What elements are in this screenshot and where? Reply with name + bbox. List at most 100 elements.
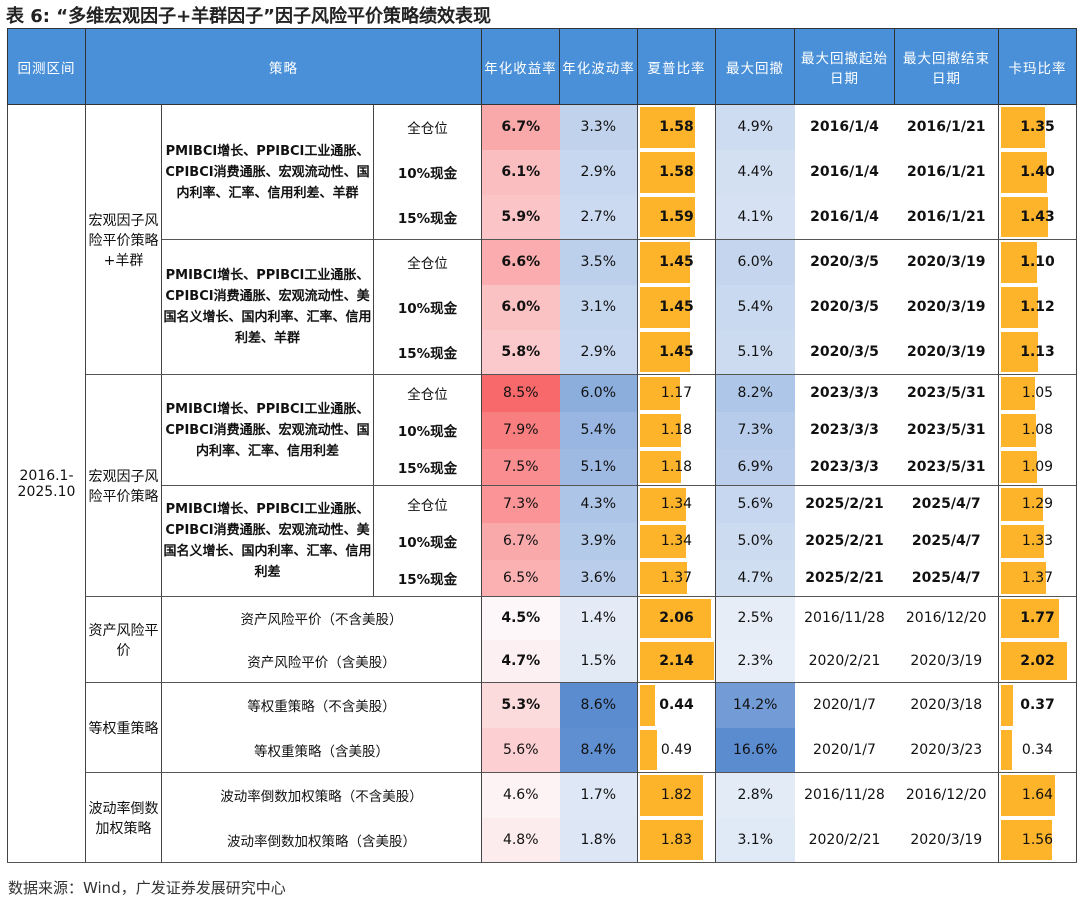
header-sharpe: 夏普比率 <box>637 28 716 105</box>
sharpe-bar <box>640 524 687 558</box>
header-row: 回测区间 策略 年化收益率 年化波动率 夏普比率 最大回撤 最大回撤起始日期 最… <box>7 28 1077 105</box>
calmar-value: 2.02 <box>1020 652 1055 669</box>
header-calmar: 卡玛比率 <box>998 28 1077 105</box>
calmar-cell: 1.12 <box>998 284 1077 330</box>
calmar-value: 1.40 <box>1020 164 1055 180</box>
period-cell: 2016.1-2025.10 <box>7 104 86 863</box>
sharpe-value: 1.45 <box>659 254 694 271</box>
calmar-bar <box>1001 819 1052 860</box>
annual-vol-cell: 4.3% <box>559 485 638 523</box>
calmar-value: 1.13 <box>1020 343 1055 360</box>
sharpe-value: 0.49 <box>660 741 693 758</box>
annual-return-cell: 6.6% <box>481 239 560 285</box>
max-drawdown-cell: 5.1% <box>715 329 795 375</box>
annual-return-cell: 7.5% <box>481 448 560 486</box>
sharpe-cell: 1.45 <box>637 329 716 375</box>
calmar-cell: 2.02 <box>998 639 1077 683</box>
header-dd-start: 最大回撤起始日期 <box>794 28 895 105</box>
sharpe-cell: 0.44 <box>637 682 716 728</box>
max-drawdown-cell: 4.9% <box>715 104 795 150</box>
table-title: 表 6: “多维宏观因子+羊群因子”因子风险平价策略绩效表现 <box>6 6 491 27</box>
calmar-value: 1.56 <box>1021 831 1054 848</box>
calmar-cell: 1.13 <box>998 329 1077 375</box>
max-drawdown-cell: 2.5% <box>715 596 795 640</box>
max-drawdown-cell: 5.6% <box>715 485 795 523</box>
dd-end-cell: 2023/5/31 <box>907 422 986 438</box>
dd-start-cell: 2025/2/21 <box>794 485 895 523</box>
dd-end-cell: 2020/3/19 <box>907 299 986 315</box>
sharpe-value: 1.17 <box>660 385 693 402</box>
position-label: 10%现金 <box>373 149 482 195</box>
annual-vol-cell: 2.7% <box>559 194 638 240</box>
dd-start-cell: 2020/3/5 <box>794 239 895 285</box>
sharpe-bar <box>640 685 656 726</box>
sharpe-bar <box>640 561 688 594</box>
table-row: 资产风险平价 资产风险平价（不含美股） 4.5% 1.4% 2.06 2.5% 2016/1… <box>8 596 1077 683</box>
dd-end-cell: 2025/4/7 <box>911 533 981 549</box>
annual-vol-cell: 1.8% <box>559 817 638 863</box>
calmar-bar <box>1001 488 1044 521</box>
calmar-value: 1.64 <box>1021 787 1054 804</box>
dd-start-cell: 2023/3/3 <box>810 422 879 438</box>
table-row: 资产风险平价（含美股） 4.7% 1.5% 2.14 2.3% 2020/2/21 2020… <box>8 639 1077 683</box>
position-label: 10%现金 <box>373 284 482 330</box>
sharpe-bar <box>640 450 681 483</box>
calmar-cell: 1.10 <box>998 239 1077 285</box>
sharpe-value: 1.82 <box>660 787 693 804</box>
factor-description: PMIBCI增长、PPIBCI工业通胀、CPIBCI消费通胀、宏观流动性、国内利… <box>161 374 374 486</box>
calmar-cell: 1.64 <box>998 772 1077 818</box>
strategy-name: 资产风险平价（含美股） <box>161 639 482 683</box>
factor-description: PMIBCI增长、PPIBCI工业通胀、CPIBCI消费通胀、宏观流动性、美国名… <box>161 239 374 375</box>
dd-end-cell: 2016/1/21 <box>907 164 986 180</box>
dd-start-cell: 2020/1/7 <box>813 741 876 758</box>
position-label: 15%现金 <box>373 448 482 486</box>
dd-start-cell: 2023/3/3 <box>794 374 895 412</box>
max-drawdown-cell: 2.8% <box>715 772 795 818</box>
table-row: 10%现金 6.0% 3.1% 1.45 5.4% 2020/3/5 2020/3/19 1.… <box>8 284 1077 330</box>
sharpe-cell: 1.17 <box>637 374 716 412</box>
header-max-drawdown: 最大回撤 <box>715 28 795 105</box>
annual-return-cell: 6.5% <box>481 559 560 597</box>
position-label: 15%现金 <box>373 559 482 597</box>
calmar-bar <box>1001 685 1014 726</box>
table-row: PMIBCI增长、PPIBCI工业通胀、CPIBCI消费通胀、宏观流动性、美国名… <box>8 239 1077 375</box>
dd-start-cell: 2020/2/21 <box>794 817 895 863</box>
sharpe-cell: 1.82 <box>637 772 716 818</box>
calmar-bar <box>1001 196 1048 237</box>
dd-end-cell: 2020/3/19 <box>910 652 983 669</box>
annual-vol-cell: 5.1% <box>559 448 638 486</box>
sharpe-value: 1.34 <box>660 533 693 549</box>
annual-return-cell: 8.5% <box>481 374 560 412</box>
calmar-cell: 1.33 <box>998 522 1077 560</box>
annual-return-cell: 6.0% <box>481 284 560 330</box>
dd-end-cell: 2023/5/31 <box>894 374 999 412</box>
dd-end-cell: 2020/3/23 <box>910 741 983 758</box>
annual-return-cell: 4.5% <box>481 596 560 640</box>
annual-vol-cell: 2.9% <box>559 149 638 195</box>
sharpe-value: 2.06 <box>659 610 694 627</box>
sharpe-bar <box>640 107 695 148</box>
annual-vol-cell: 3.1% <box>559 284 638 330</box>
dd-end-cell: 2016/1/21 <box>894 104 999 150</box>
sharpe-value: 1.18 <box>660 422 693 438</box>
dd-end-cell: 2020/3/19 <box>907 343 986 360</box>
annual-vol-cell: 2.9% <box>559 329 638 375</box>
dd-start-cell: 2016/11/28 <box>794 596 895 640</box>
annual-return-cell: 5.3% <box>481 682 560 728</box>
sharpe-bar <box>640 196 695 237</box>
sharpe-bar <box>640 819 704 860</box>
table-row: 等权重策略（含美股） 5.6% 8.4% 0.49 16.6% 2020/1/7 2020/… <box>8 727 1077 773</box>
sharpe-value: 1.37 <box>660 569 693 586</box>
annual-return-cell: 7.9% <box>481 411 560 449</box>
calmar-value: 1.08 <box>1021 422 1054 438</box>
strategy-name: 资产风险平价（不含美股） <box>161 596 482 640</box>
annual-return-cell: 6.1% <box>481 149 560 195</box>
strategy-group-label: 宏观因子风险平价策略+羊群 <box>85 104 162 375</box>
calmar-cell: 1.40 <box>998 149 1077 195</box>
position-label: 全仓位 <box>373 485 482 523</box>
calmar-value: 1.05 <box>1021 385 1054 402</box>
sharpe-value: 1.18 <box>660 458 693 475</box>
sharpe-value: 1.45 <box>659 299 694 315</box>
strategy-group-label: 宏观因子风险平价策略 <box>85 374 162 597</box>
calmar-cell: 1.09 <box>998 448 1077 486</box>
